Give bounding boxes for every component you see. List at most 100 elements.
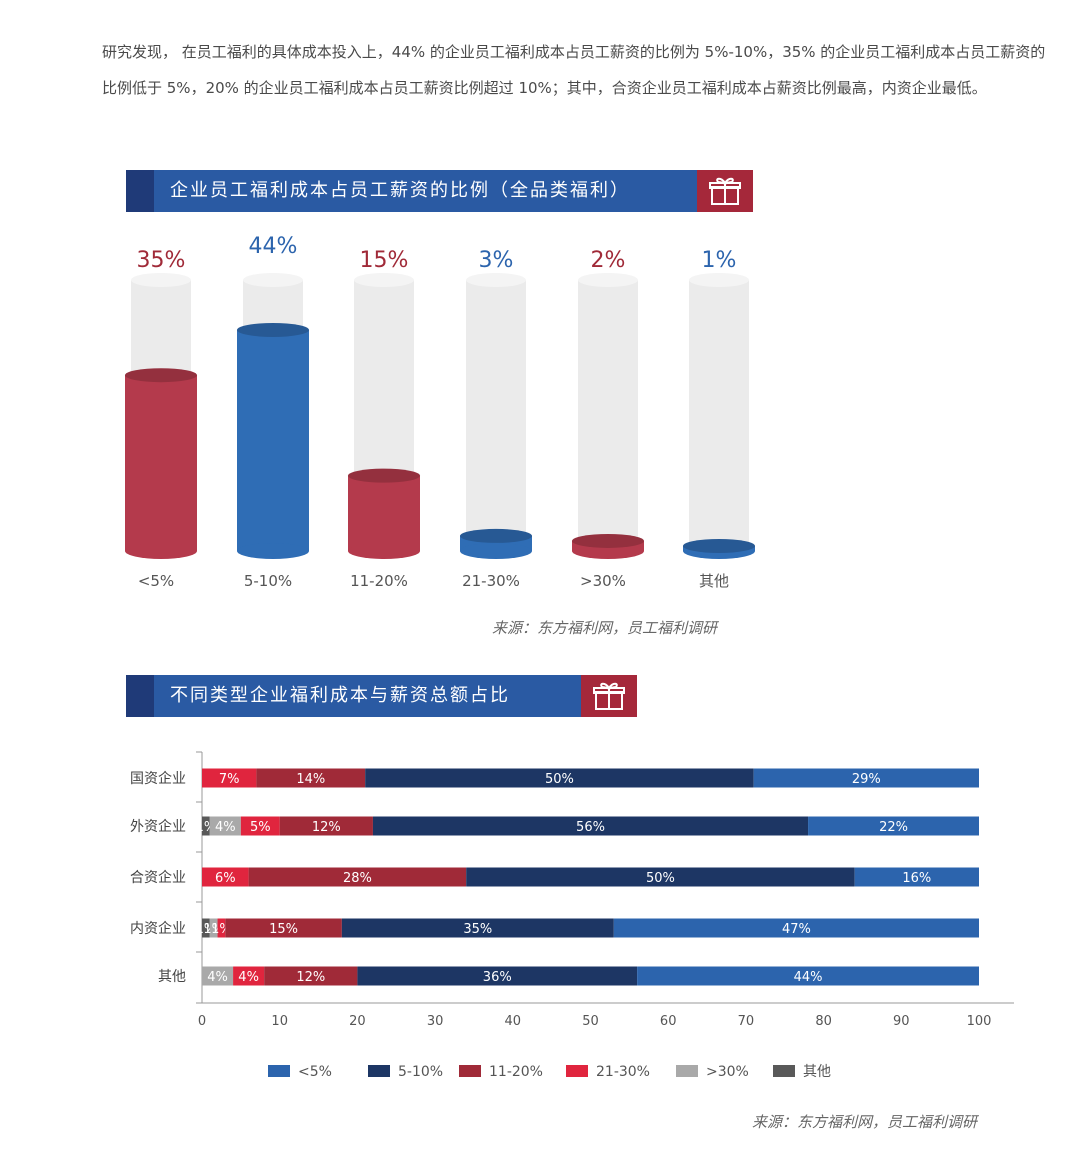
- value-label: 15%: [360, 248, 409, 273]
- cylinder-tube: [578, 280, 638, 551]
- row-label: 内资企业: [130, 920, 186, 937]
- segment-21-30%: [202, 768, 257, 788]
- cylinder-tube: [689, 280, 749, 551]
- legend-label: 其他: [803, 1064, 831, 1080]
- legend-label: 5-10%: [398, 1064, 443, 1080]
- segment-label: 16%: [902, 871, 931, 886]
- intro-paragraph: 研究发现， 在员工福利的具体成本投入上，44% 的企业员工福利成本占员工薪资的比…: [102, 43, 1046, 97]
- segment-11-20%: [279, 816, 373, 836]
- category-label: 11-20%: [350, 572, 408, 590]
- segment-label: 6%: [215, 871, 236, 886]
- gift-icon: [593, 682, 625, 710]
- segment-label: 50%: [646, 871, 675, 886]
- cylinder-tube-top: [689, 273, 749, 287]
- cylinder-tube-top: [466, 273, 526, 287]
- x-tick-label: 20: [349, 1014, 366, 1029]
- x-tick-label: 60: [660, 1014, 677, 1029]
- value-label: 44%: [249, 234, 298, 259]
- value-label: 3%: [479, 248, 514, 273]
- bar-top: [125, 368, 197, 383]
- category-label: >30%: [580, 572, 626, 590]
- legend-swatch: [368, 1065, 390, 1077]
- row-label: 外资企业: [130, 818, 186, 835]
- segment-label: 22%: [879, 820, 908, 835]
- legend-label: <5%: [298, 1064, 332, 1080]
- bar-top: [572, 533, 644, 548]
- value-label: 1%: [702, 248, 737, 273]
- segment-21-30%: [202, 867, 249, 887]
- legend-swatch: [773, 1065, 795, 1077]
- chart2-source: 来源：东方福利网，员工福利调研: [752, 1113, 978, 1131]
- segment-label: 50%: [545, 772, 574, 787]
- cylinder-tube-top: [578, 273, 638, 287]
- segment-<5%: [808, 816, 979, 836]
- segment-label: 44%: [794, 970, 823, 985]
- value-label: 2%: [591, 248, 626, 273]
- bar-top: [237, 322, 309, 337]
- legend-swatch: [268, 1065, 290, 1077]
- chart2-title-banner: 不同类型企业福利成本与薪资总额占比: [126, 675, 637, 717]
- x-tick-label: 10: [271, 1014, 288, 1029]
- gift-icon: [709, 177, 741, 205]
- segment-label: 35%: [463, 922, 492, 937]
- bar-11-20%: [348, 475, 420, 551]
- bar-bottom: [348, 543, 420, 559]
- x-tick-label: 70: [738, 1014, 755, 1029]
- gift-box: [581, 675, 637, 717]
- cylinder-tube-top: [354, 273, 414, 287]
- x-tick-label: 0: [198, 1014, 206, 1029]
- x-tick-label: 30: [427, 1014, 444, 1029]
- segment-<5%: [613, 918, 979, 938]
- bar-top: [460, 528, 532, 543]
- segment-label: 56%: [576, 820, 605, 835]
- legend-label: 11-20%: [489, 1064, 543, 1080]
- bar-bottom: [460, 543, 532, 559]
- segment-其他: [202, 918, 210, 938]
- bar-5-10%: [237, 329, 309, 551]
- segment-21-30%: [240, 816, 280, 836]
- segment->30%: [202, 966, 234, 986]
- segment-label: 28%: [343, 871, 372, 886]
- category-label: <5%: [138, 572, 174, 590]
- bar-<5%: [125, 375, 197, 551]
- chart1-title: 企业员工福利成本占员工薪资的比例（全品类福利）: [170, 180, 630, 201]
- cylinder-tube-top: [131, 273, 191, 287]
- segment-其他: [202, 816, 210, 836]
- x-tick-label: 40: [505, 1014, 522, 1029]
- banner-stripe: [126, 675, 154, 717]
- category-label: 其他: [699, 572, 729, 590]
- segment-label: 12%: [296, 970, 325, 985]
- segment-label: 4%: [215, 820, 236, 835]
- segment-label: 4%: [238, 970, 259, 985]
- bar-top: [348, 468, 420, 483]
- segment-label: 29%: [852, 772, 881, 787]
- category-label: 5-10%: [244, 572, 292, 590]
- chart2-title: 不同类型企业福利成本与薪资总额占比: [170, 685, 510, 706]
- segment-<5%: [753, 768, 979, 788]
- row-label: 其他: [158, 969, 186, 985]
- bar-top: [683, 538, 755, 553]
- segment-5-10%: [372, 816, 809, 836]
- x-tick-label: 50: [582, 1014, 599, 1029]
- bar-bottom: [125, 543, 197, 559]
- segment-label: 5%: [250, 820, 271, 835]
- legend-label: >30%: [706, 1064, 749, 1080]
- segment-21-30%: [217, 918, 226, 938]
- row-label: 国资企业: [130, 770, 186, 787]
- chart1-title-banner: 企业员工福利成本占员工薪资的比例（全品类福利）: [126, 170, 753, 212]
- x-tick-label: 80: [815, 1014, 832, 1029]
- segment-label: 15%: [269, 922, 298, 937]
- segment-11-20%: [225, 918, 342, 938]
- segment-label: 14%: [296, 772, 325, 787]
- banner-stripe: [126, 170, 154, 212]
- cylinder-tube: [466, 280, 526, 551]
- chart1-source: 来源：东方福利网，员工福利调研: [492, 619, 718, 637]
- segment-<5%: [637, 966, 979, 986]
- segment-5-10%: [365, 768, 754, 788]
- segment->30%: [209, 918, 218, 938]
- segment-5-10%: [357, 966, 638, 986]
- category-label: 21-30%: [462, 572, 520, 590]
- segment-label: 7%: [219, 772, 240, 787]
- legend-swatch: [459, 1065, 481, 1077]
